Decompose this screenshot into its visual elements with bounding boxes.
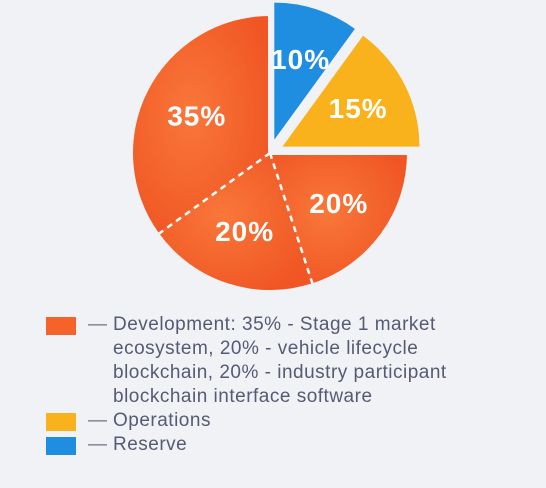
pie-slice-label-development-20: 20% — [309, 188, 368, 219]
pie-slice-label-reserve-10: 10% — [271, 44, 330, 75]
pie-slice-operations-15 — [282, 35, 420, 147]
legend-item-operations: — Operations — [46, 409, 526, 433]
legend: — Development: 35% - Stage 1 market ecos… — [46, 313, 526, 457]
pie-slice-label-development-35: 35% — [167, 101, 226, 132]
legend-label-reserve: Reserve — [113, 434, 188, 455]
legend-item-reserve: — Reserve — [46, 433, 526, 457]
legend-dash: — — [88, 314, 107, 335]
legend-swatch-development — [46, 317, 76, 335]
pie-chart-svg: 10% 15% 20% 20% 35% — [133, 2, 420, 290]
legend-swatch-reserve — [46, 437, 76, 455]
pie-slice-development-20 — [159, 153, 313, 290]
pie-slice-reserve-10 — [274, 2, 355, 140]
development-divider-1 — [268, 152, 314, 284]
legend-item-development: — Development: 35% - Stage 1 market ecos… — [46, 313, 526, 409]
legend-label-development: Development: 35% - Stage 1 market ecosys… — [113, 314, 447, 407]
legend-swatch-operations — [46, 413, 76, 431]
pie-slice-development-35 — [133, 16, 270, 234]
pie-slice-label-operations-15: 15% — [329, 93, 388, 124]
legend-dash: — — [88, 410, 107, 431]
legend-dash: — — [88, 434, 107, 455]
legend-label-operations: Operations — [113, 410, 211, 431]
development-divider-2 — [158, 151, 271, 235]
pie-chart: 10% 15% 20% 20% 35% — [133, 2, 420, 290]
pie-slice-development-20 — [270, 153, 407, 284]
pie-slice-label-development-20: 20% — [215, 216, 274, 247]
